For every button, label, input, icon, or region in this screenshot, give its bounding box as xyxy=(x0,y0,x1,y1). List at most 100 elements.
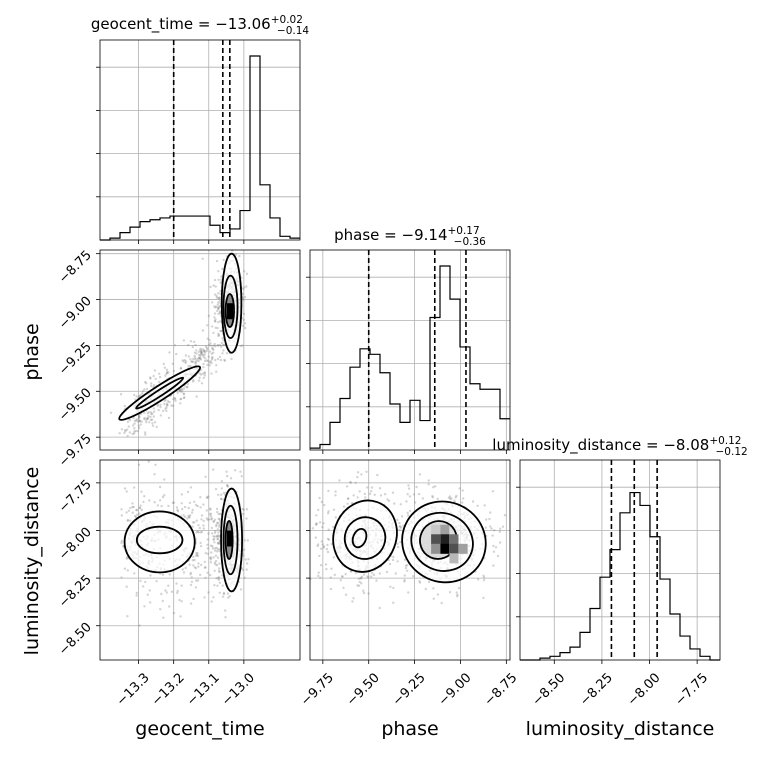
scatter-point xyxy=(167,584,170,587)
scatter-point xyxy=(135,419,138,422)
scatter-point xyxy=(427,580,431,584)
scatter-point xyxy=(197,531,200,534)
scatter-point xyxy=(417,492,421,496)
scatter-point xyxy=(399,503,402,506)
scatter-point xyxy=(218,535,221,538)
scatter-point xyxy=(403,580,406,583)
scatter-point xyxy=(206,547,209,550)
scatter-point xyxy=(161,495,165,499)
scatter-point xyxy=(131,424,135,427)
scatter-point xyxy=(242,298,245,302)
scatter-point xyxy=(241,344,244,347)
scatter-point xyxy=(194,586,198,589)
scatter-point xyxy=(184,361,187,365)
scatter-point xyxy=(210,526,214,530)
scatter-point xyxy=(138,395,141,398)
scatter-point xyxy=(208,518,211,521)
scatter-point xyxy=(319,564,323,567)
scatter-point xyxy=(192,597,195,601)
scatter-point xyxy=(186,382,189,386)
scatter-point xyxy=(120,514,124,517)
scatter-point xyxy=(358,490,361,493)
scatter-point xyxy=(243,286,246,289)
scatter-point xyxy=(182,393,186,396)
scatter-point xyxy=(316,543,320,546)
scatter-point xyxy=(162,409,165,413)
scatter-point xyxy=(197,353,201,357)
scatter-point xyxy=(436,593,440,596)
scatter-point xyxy=(449,497,452,501)
scatter-point xyxy=(210,532,214,535)
scatter-point xyxy=(178,388,182,392)
scatter-point xyxy=(342,586,345,589)
scatter-point xyxy=(202,524,205,527)
scatter-point xyxy=(212,537,216,541)
scatter-point xyxy=(151,424,155,427)
scatter-point xyxy=(109,411,113,414)
scatter-point xyxy=(456,595,459,598)
scatter-point xyxy=(318,496,321,500)
scatter-point xyxy=(191,380,195,383)
scatter-point xyxy=(157,408,160,412)
scatter-point xyxy=(246,539,249,542)
scatter-point xyxy=(396,518,399,522)
scatter-point xyxy=(214,529,217,533)
scatter-point xyxy=(197,356,201,360)
scatter-point xyxy=(197,562,200,565)
scatter-point xyxy=(368,492,372,496)
scatter-point xyxy=(208,364,211,367)
contour-left-inner-phase-vs-luminosity-distance xyxy=(351,527,368,549)
scatter-point xyxy=(203,359,207,363)
scatter-point xyxy=(326,550,330,554)
scatter-point xyxy=(215,305,218,308)
scatter-point xyxy=(332,556,335,559)
scatter-point xyxy=(208,361,211,364)
scatter-point xyxy=(186,490,190,494)
scatter-point xyxy=(317,574,320,578)
scatter-point xyxy=(201,329,205,332)
scatter-point xyxy=(182,514,185,517)
scatter-point xyxy=(434,485,437,488)
scatter-point xyxy=(187,514,190,518)
scatter-point xyxy=(243,322,247,325)
scatter-point xyxy=(201,353,204,356)
scatter-point xyxy=(356,584,359,587)
scatter-point xyxy=(218,525,221,528)
scatter-point xyxy=(214,563,217,566)
scatter-point xyxy=(158,380,161,384)
x-axis-label-phase: phase xyxy=(381,718,438,740)
scatter-point xyxy=(143,417,146,420)
scatter-point xyxy=(373,493,376,496)
scatter-point xyxy=(135,509,139,512)
scatter-point xyxy=(128,431,132,434)
scatter-point xyxy=(188,501,192,505)
scatter-point xyxy=(403,574,406,577)
scatter-point xyxy=(176,591,179,595)
scatter-point xyxy=(406,564,409,567)
scatter-point xyxy=(196,579,200,582)
scatter-point xyxy=(212,284,215,287)
scatter-point xyxy=(244,558,247,561)
scatter-point xyxy=(221,352,224,355)
scatter-point xyxy=(203,566,207,569)
scatter-point xyxy=(206,496,209,500)
scatter-point xyxy=(125,490,128,493)
scatter-point xyxy=(393,502,396,505)
scatter-point xyxy=(217,578,220,581)
frame-phase-vs-luminosity-distance xyxy=(309,459,511,661)
scatter-point xyxy=(242,324,245,328)
scatter-point xyxy=(214,547,217,550)
scatter-point xyxy=(398,528,401,532)
scatter-point xyxy=(412,575,415,578)
density-cell-phase-vs-luminosity-distance xyxy=(449,543,459,554)
scatter-point xyxy=(167,504,170,508)
scatter-point xyxy=(119,393,123,396)
scatter-point xyxy=(155,425,158,429)
scatter-point xyxy=(221,584,224,587)
scatter-point xyxy=(159,414,163,417)
scatter-point xyxy=(408,495,412,498)
scatter-point xyxy=(400,526,403,529)
scatter-point xyxy=(148,499,151,502)
scatter-point xyxy=(193,340,196,344)
density-peak-geocent-time-vs-luminosity-distance xyxy=(227,530,234,547)
